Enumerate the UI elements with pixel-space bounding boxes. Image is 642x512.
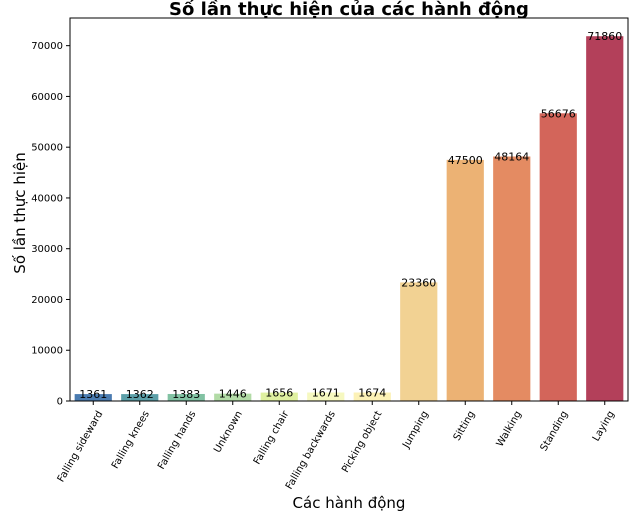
x-tick-label: Falling knees: [110, 409, 152, 471]
bar-value-label: 1656: [265, 387, 293, 400]
y-tick-label: 10000: [31, 346, 63, 357]
x-tick-label: Picking object: [340, 409, 384, 475]
y-tick-label: 30000: [31, 244, 63, 255]
x-tick-label: Sitting: [452, 409, 478, 443]
bar-value-label: 47500: [448, 154, 483, 167]
x-axis-label: Các hành động: [293, 494, 406, 512]
bar-value-label: 1671: [312, 387, 340, 400]
y-tick-label: 20000: [31, 295, 63, 306]
bar: [446, 159, 484, 401]
bar-value-label: 23360: [401, 276, 436, 289]
y-tick-label: 0: [57, 397, 63, 408]
x-tick-label: Standing: [539, 409, 571, 453]
x-tick-label: Falling chair: [252, 408, 292, 466]
x-axis: Falling sideward Falling knees Falling han…: [56, 401, 617, 492]
bar-value-label: 71860: [587, 30, 622, 43]
bar: [353, 392, 391, 401]
x-tick-label: Walking: [495, 409, 524, 449]
bar-value-label: 1383: [172, 388, 200, 401]
data-labels-group: 1361 1362 1383 1446 1656 1671 1674 23360 47500 48…: [79, 30, 622, 401]
y-tick-label: 50000: [31, 143, 63, 154]
y-tick-label: 40000: [31, 193, 63, 204]
x-tick-label: Falling backwards: [284, 409, 338, 491]
bar: [307, 392, 345, 401]
bar: [74, 394, 112, 401]
y-tick-label: 70000: [31, 41, 63, 52]
bars-group: [74, 36, 624, 402]
bar: [260, 392, 298, 401]
bar-value-label: 1361: [79, 388, 107, 401]
x-tick-label: Jumping: [400, 409, 430, 451]
bar-value-label: 48164: [494, 151, 529, 164]
bar: [214, 393, 252, 401]
y-axis-label: Số lần thực hiện: [11, 152, 29, 273]
bar: [539, 113, 577, 402]
bar: [121, 394, 159, 401]
bar: [586, 36, 624, 401]
bar-value-label: 1674: [358, 387, 386, 400]
chart-title: Số lần thực hiện của các hành động: [169, 0, 529, 20]
x-tick-label: Falling hands: [156, 409, 198, 471]
bar-value-label: 56676: [541, 107, 576, 120]
bar: [400, 282, 438, 401]
bar-value-label: 1362: [126, 388, 154, 401]
bar: [167, 393, 205, 401]
bar: [493, 156, 531, 401]
y-axis: 0 10000 20000 30000 40000 50000 60000 70000: [31, 41, 70, 408]
bar-value-label: 1446: [219, 388, 247, 401]
y-tick-label: 60000: [31, 92, 63, 103]
plot-frame: [69, 17, 629, 402]
x-tick-label: Laying: [591, 409, 617, 443]
x-tick-label: Unknown: [212, 409, 245, 455]
x-tick-label: Falling sideward: [56, 409, 106, 484]
